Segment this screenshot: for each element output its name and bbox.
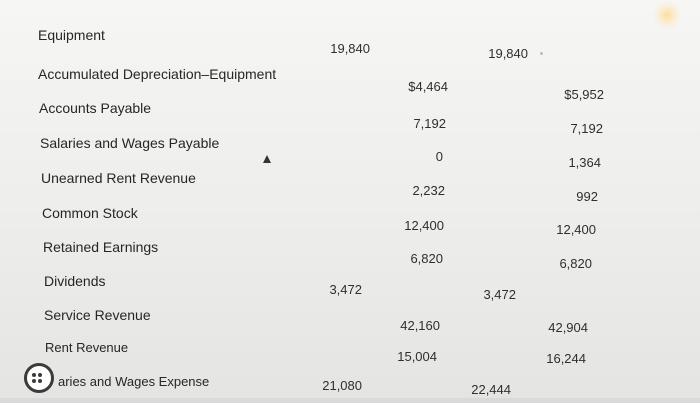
adjusted-credit-accum-depr: $5,952 <box>564 87 604 102</box>
account-label-retained-earnings: Retained Earnings <box>43 239 159 255</box>
page-edge <box>0 398 700 403</box>
adjusted-credit-accounts-payable: 7,192 <box>570 121 603 136</box>
adjusted-debit-equipment: 19,840 <box>488 46 528 61</box>
account-label-dividends: Dividends <box>44 273 106 289</box>
trial-credit-common-stock: 12,400 <box>404 218 444 233</box>
adjusted-credit-salaries-payable: 1,364 <box>568 155 601 170</box>
account-label-salaries-payable: Salaries and Wages Payable <box>40 135 220 151</box>
account-label-common-stock: Common Stock <box>42 205 138 221</box>
account-label-accumulated-depreciation: Accumulated Depreciation–Equipment <box>38 66 277 82</box>
trial-credit-service-revenue: 42,160 <box>400 318 440 333</box>
trial-credit-salaries-payable: 0 <box>435 149 443 164</box>
cursor-mark-icon <box>263 155 271 163</box>
trial-credit-rent-revenue: 15,004 <box>397 349 437 364</box>
speck <box>540 52 543 55</box>
trial-credit-accum-depr: $4,464 <box>408 79 448 94</box>
account-label-rent-revenue: Rent Revenue <box>45 340 129 355</box>
account-label-unearned-rent: Unearned Rent Revenue <box>41 170 196 186</box>
trial-credit-accounts-payable: 7,192 <box>413 116 446 131</box>
trial-debit-dividends: 3,472 <box>329 282 362 297</box>
adjusted-credit-retained-earnings: 6,820 <box>559 256 592 271</box>
adjusted-debit-dividends: 3,472 <box>483 287 516 302</box>
adjusted-debit-salaries-expense: 22,444 <box>471 382 511 397</box>
account-label-equipment: Equipment <box>38 27 105 43</box>
account-label-salaries-expense: aries and Wages Expense <box>58 374 210 389</box>
light-glare <box>652 0 682 30</box>
adjusted-credit-service-revenue: 42,904 <box>548 320 588 335</box>
account-label-accounts-payable: Accounts Payable <box>39 100 152 116</box>
account-label-service-revenue: Service Revenue <box>44 307 151 323</box>
trial-debit-salaries-expense: 21,080 <box>322 378 362 393</box>
help-bubble-icon[interactable] <box>24 363 54 393</box>
adjusted-credit-common-stock: 12,400 <box>556 222 596 237</box>
trial-debit-equipment: 19,840 <box>330 41 370 56</box>
adjusted-credit-rent-revenue: 16,244 <box>546 351 586 366</box>
adjusted-credit-unearned-rent: 992 <box>576 189 598 204</box>
trial-credit-retained-earnings: 6,820 <box>410 251 443 266</box>
trial-credit-unearned-rent: 2,232 <box>412 183 445 198</box>
